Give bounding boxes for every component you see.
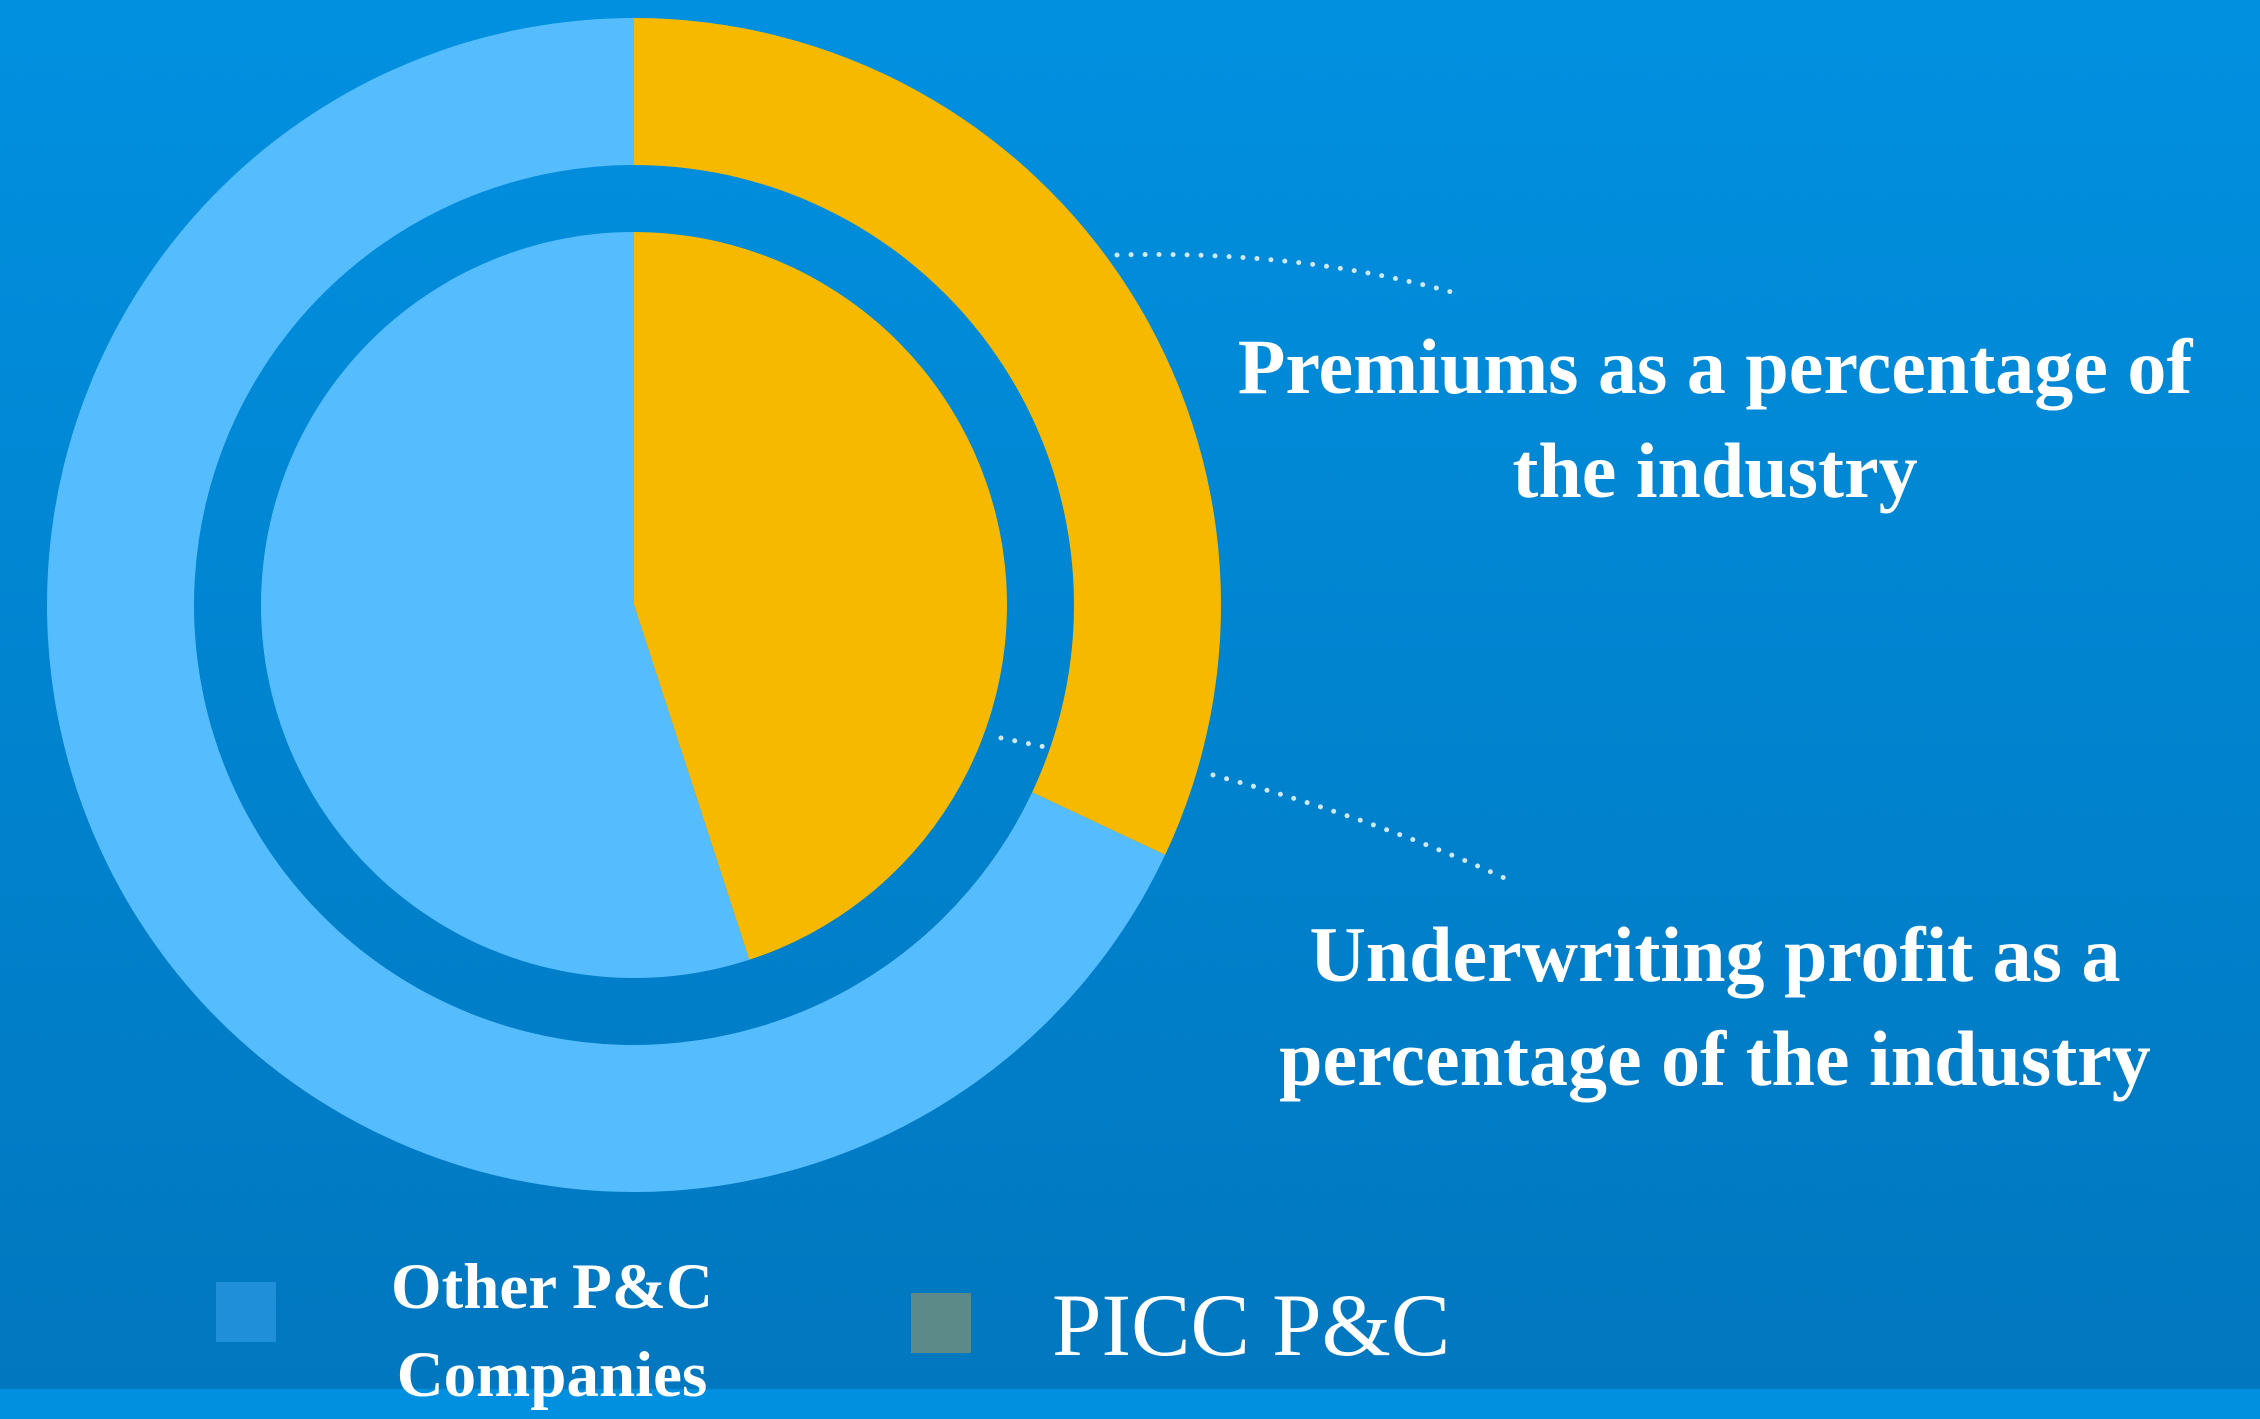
legend-swatch <box>216 1282 276 1342</box>
leader-line <box>1210 772 1516 885</box>
page: {"chart_data": {"type": "donut", "catego… <box>0 0 2260 1389</box>
legend-swatch <box>911 1293 971 1353</box>
chart <box>46 18 1516 1192</box>
donut-slice <box>634 232 1007 960</box>
leader-line <box>1114 251 1458 296</box>
leader-line <box>998 735 1053 751</box>
ring-label: Underwriting profit as a percentage of t… <box>1279 911 2151 1102</box>
donut-slice <box>634 18 1221 855</box>
ring-label: Premiums as a percentage of the industry <box>1237 323 2193 514</box>
legend-label: PICC P&C <box>1052 1277 1451 1375</box>
donut-slice <box>260 232 750 979</box>
legend-label: Other P&C Companies <box>391 1251 713 1411</box>
